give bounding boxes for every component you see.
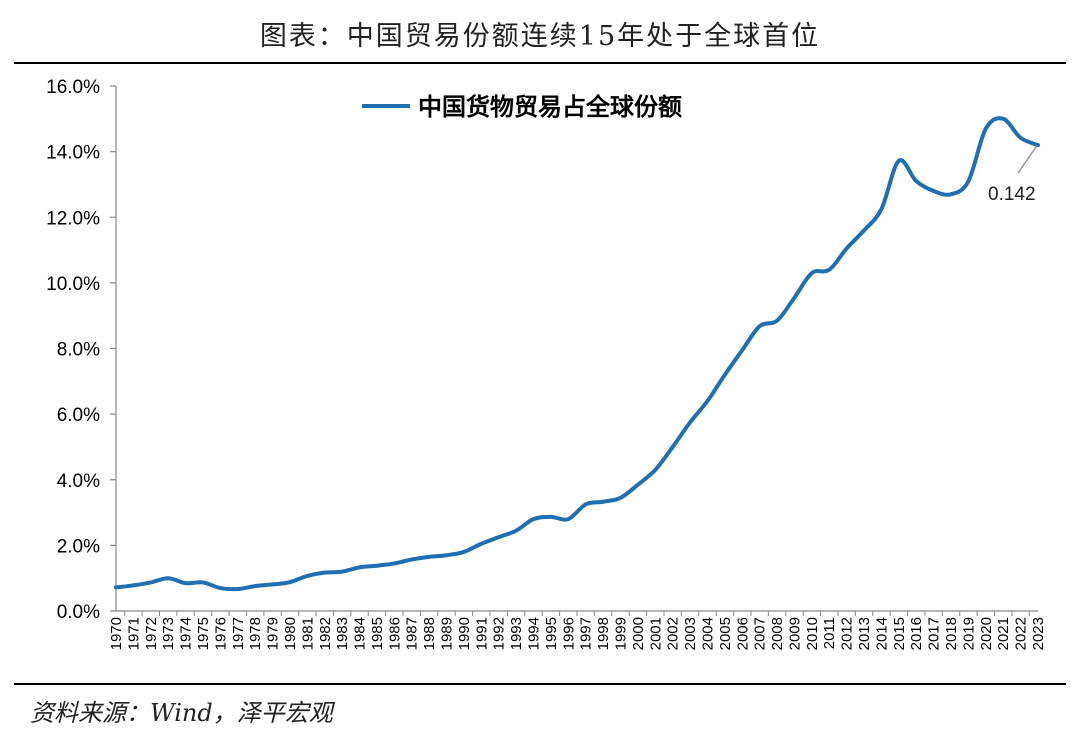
y-tick-label: 2.0% [57,536,100,557]
x-tick-label: 1976 [212,617,229,650]
y-tick-label: 4.0% [57,471,100,492]
x-tick-label: 1995 [543,617,560,650]
y-tick-label: 8.0% [57,340,100,361]
x-tick-label: 1984 [352,617,369,650]
y-tick-label: 16.0% [46,77,100,98]
x-tick-label: 1979 [265,617,282,650]
annotation-leader-line [1017,146,1037,174]
x-tick-label: 2016 [908,617,925,650]
x-tick-label: 2004 [699,617,716,650]
x-tick-label: 1980 [282,617,299,650]
x-tick-label: 1974 [178,617,195,650]
x-tick-label: 1994 [526,617,543,650]
y-tick-label: 12.0% [46,208,100,229]
x-tick-label: 1988 [421,617,438,650]
x-tick-label: 1999 [612,617,629,650]
y-tick-label: 14.0% [46,143,100,164]
series-line-china-trade-share [114,116,1040,592]
x-tick-label: 2003 [682,617,699,650]
x-tick-label: 2020 [978,617,995,650]
x-tick-label: 2001 [647,617,664,650]
source-note: 资料来源：Wind，泽平宏观 [30,699,333,727]
legend: 中国货物贸易占全球份额 [362,93,682,121]
x-tick-label: 1970 [108,617,125,650]
top-divider [14,62,1066,64]
x-tick-label: 2015 [891,617,908,650]
x-tick-label: 2013 [856,617,873,650]
x-tick-label: 2008 [769,617,786,650]
x-tick-label: 2010 [804,617,821,650]
axes [115,86,1038,612]
x-tick-label: 1985 [369,617,386,650]
x-tick-label: 1987 [404,617,421,650]
x-tick-label: 2021 [995,617,1012,650]
annotation-last-value: 0.142 [988,146,1037,205]
x-tick-label: 1990 [456,617,473,650]
y-tick-label: 0.0% [57,602,100,623]
x-tick-label: 1981 [299,617,316,650]
x-tick-label: 2006 [734,617,751,650]
bottom-divider [14,683,1066,685]
x-tick-label: 2014 [873,617,890,650]
x-tick-label: 1986 [386,617,403,650]
y-axis-ticks: 0.0% 2.0% 4.0% 6.0% 8.0% 10.0% 12.0% 14.0% 16.0% [46,77,116,623]
x-tick-label: 1978 [247,617,264,650]
x-tick-label: 1975 [195,617,212,650]
x-tick-label: 1971 [125,617,142,650]
x-tick-label: 2005 [717,617,734,650]
x-tick-label: 1993 [508,617,525,650]
x-tick-label: 2012 [839,617,856,650]
page-title: 图表：中国贸易份额连续15年处于全球首位 [259,21,821,52]
x-tick-label: 2019 [960,617,977,650]
x-tick-label: 1989 [439,617,456,650]
x-tick-label: 2007 [752,617,769,650]
annotation-label: 0.142 [988,184,1036,205]
y-tick-label: 6.0% [57,405,100,426]
x-tick-label: 1977 [230,617,247,650]
x-axis-ticks: 1970 1971 1972 1973 1974 1975 1976 1977 1978 1979… [108,611,1047,650]
x-tick-label: 1972 [143,617,160,650]
x-tick-label: 1998 [595,617,612,650]
line-chart: 0.0% 2.0% 4.0% 6.0% 8.0% 10.0% 12.0% 14.0% 16.0%… [46,77,1047,650]
x-tick-label: 1997 [578,617,595,650]
x-tick-label: 2009 [786,617,803,650]
x-tick-label: 2023 [1030,617,1047,650]
legend-label: 中国货物贸易占全球份额 [418,93,682,121]
x-tick-label: 2018 [943,617,960,650]
x-tick-label: 2017 [926,617,943,650]
y-tick-label: 10.0% [46,274,100,295]
x-tick-label: 1992 [491,617,508,650]
x-tick-label: 1973 [160,617,177,650]
x-tick-label: 1982 [317,617,334,650]
x-tick-label: 1983 [334,617,351,650]
x-tick-label: 1996 [560,617,577,650]
x-tick-label: 2000 [630,617,647,650]
x-tick-label: 2002 [665,617,682,650]
x-tick-label: 1991 [473,617,490,650]
x-tick-label: 2022 [1013,617,1030,650]
x-tick-label: 2011 [821,617,838,649]
